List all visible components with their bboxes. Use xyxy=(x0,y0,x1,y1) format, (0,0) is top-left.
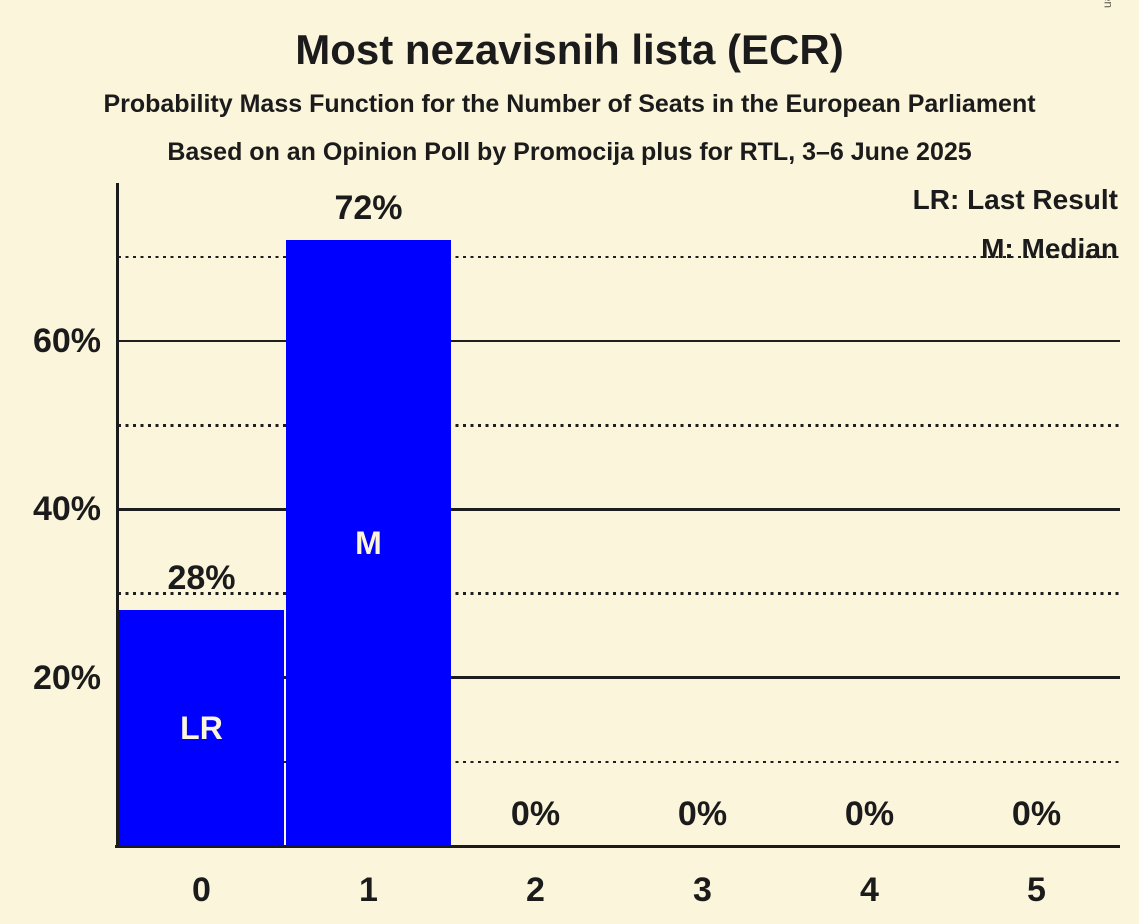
y-tick-label-60pct: 60% xyxy=(32,321,101,360)
gridline-solid-40pct xyxy=(118,508,1120,511)
bar-seats-0 xyxy=(119,610,284,845)
chart-title: Most nezavisnih lista (ECR) xyxy=(295,26,844,73)
gridline-solid-60pct xyxy=(118,339,1120,343)
y-axis-line xyxy=(116,183,119,848)
y-tick-label-40pct: 40% xyxy=(32,490,101,529)
bar-annotation-m: M xyxy=(355,524,382,561)
x-tick-label-4: 4 xyxy=(860,871,879,909)
bar-value-label-2: 0% xyxy=(510,795,561,833)
bar-value-label-0: 28% xyxy=(167,559,236,598)
gridline-dotted-30pct xyxy=(118,592,1120,595)
legend-median: M: Median xyxy=(981,233,1118,264)
gridline-dotted-10pct xyxy=(118,760,1120,764)
bar-seats-1 xyxy=(286,239,451,845)
x-tick-label-2: 2 xyxy=(526,871,545,909)
chart-subtitle-1: Probability Mass Function for the Number… xyxy=(103,90,1036,118)
bar-value-label-4: 0% xyxy=(844,795,895,833)
y-tick-label-20pct: 20% xyxy=(32,658,101,697)
x-tick-label-5: 5 xyxy=(1027,871,1046,909)
gridline-solid-20pct xyxy=(118,676,1120,679)
bar-value-label-5: 0% xyxy=(1011,795,1062,833)
bar-annotation-lr: LR xyxy=(180,710,223,747)
bar-value-label-1: 72% xyxy=(334,188,403,227)
x-tick-label-3: 3 xyxy=(693,871,712,909)
chart-subtitle-2: Based on an Opinion Poll by Promocija pl… xyxy=(167,138,972,166)
gridline-dotted-70pct xyxy=(118,255,1120,259)
x-axis-line xyxy=(115,845,1120,848)
x-tick-label-0: 0 xyxy=(192,871,211,909)
gridline-dotted-50pct xyxy=(118,424,1120,427)
x-tick-label-1: 1 xyxy=(359,871,378,909)
legend-last-result: LR: Last Result xyxy=(912,184,1118,215)
bar-value-label-3: 0% xyxy=(677,795,728,833)
